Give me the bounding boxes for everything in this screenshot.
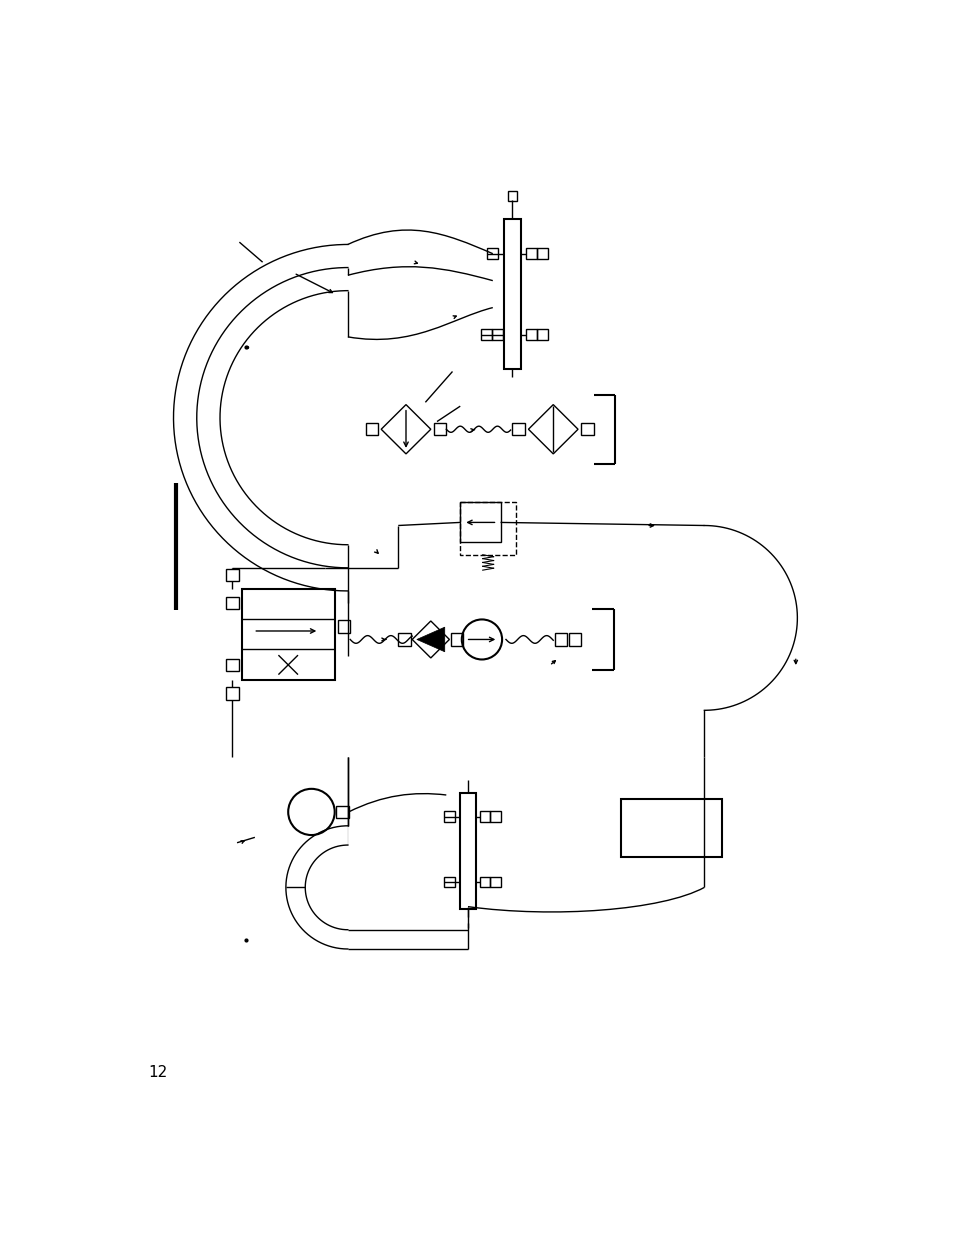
Bar: [490, 877, 500, 888]
Bar: [487, 248, 497, 259]
Bar: [434, 424, 446, 436]
Bar: [335, 805, 348, 818]
Bar: [479, 877, 490, 888]
Bar: [459, 793, 476, 909]
Bar: [620, 799, 721, 857]
Bar: [226, 568, 238, 580]
Text: 12: 12: [149, 1065, 168, 1079]
Bar: [555, 634, 567, 646]
Bar: [537, 330, 547, 340]
Bar: [480, 330, 492, 340]
Bar: [525, 330, 537, 340]
Bar: [537, 248, 547, 259]
Bar: [226, 658, 238, 671]
Bar: [443, 877, 455, 888]
Bar: [443, 811, 455, 823]
Bar: [337, 620, 350, 632]
Bar: [507, 191, 517, 200]
Bar: [525, 248, 537, 259]
Polygon shape: [416, 627, 444, 652]
Bar: [451, 634, 463, 646]
Bar: [568, 634, 580, 646]
Bar: [226, 687, 238, 699]
Bar: [580, 424, 593, 436]
Bar: [479, 811, 490, 823]
Bar: [241, 589, 335, 679]
Bar: [365, 424, 377, 436]
Bar: [397, 634, 410, 646]
Bar: [503, 219, 520, 369]
Bar: [226, 597, 238, 609]
Bar: [459, 503, 500, 542]
Bar: [512, 424, 524, 436]
Bar: [492, 330, 502, 340]
Bar: [459, 503, 516, 555]
Bar: [490, 811, 500, 823]
